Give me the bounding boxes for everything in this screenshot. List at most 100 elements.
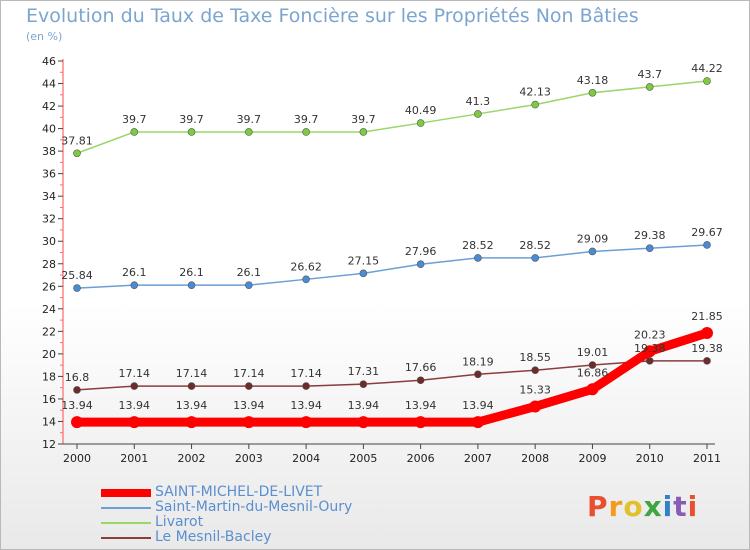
- data-label: 13.94: [462, 399, 494, 412]
- data-label: 13.94: [119, 399, 151, 412]
- data-point: [359, 380, 368, 388]
- data-label: 27.96: [405, 245, 437, 258]
- data-point: [529, 400, 542, 413]
- y-tick-label: 34: [42, 190, 56, 203]
- y-tick-label: 40: [42, 123, 56, 136]
- data-point: [531, 254, 539, 262]
- series-line: [72, 328, 712, 427]
- logo-letter: i: [662, 490, 674, 523]
- data-label: 18.55: [519, 351, 551, 364]
- data-point: [588, 361, 597, 369]
- logo-letter: P: [587, 490, 609, 523]
- series-line: [76, 80, 708, 155]
- x-tick-label: 2009: [578, 452, 606, 465]
- legend-item: Saint-Martin-du-Mesnil-Oury: [101, 500, 352, 515]
- data-point: [73, 284, 81, 292]
- data-point: [130, 281, 139, 289]
- data-point: [586, 383, 599, 396]
- data-point: [416, 260, 425, 269]
- data-point: [73, 386, 81, 394]
- data-point: [357, 416, 370, 429]
- y-tick-label: 36: [42, 168, 56, 181]
- legend: SAINT-MICHEL-DE-LIVET Saint-Martin-du-Mes…: [101, 485, 352, 545]
- data-point: [645, 83, 654, 91]
- y-tick-label: 20: [42, 348, 56, 361]
- data-label: 44.22: [691, 62, 723, 75]
- legend-label: Saint-Martin-du-Mesnil-Oury: [155, 499, 353, 515]
- y-tick-label: 18: [42, 370, 56, 383]
- data-label: 13.94: [61, 399, 93, 412]
- logo-letter: t: [673, 490, 688, 523]
- data-point: [187, 128, 196, 136]
- legend-swatch: [101, 506, 151, 509]
- data-point: [130, 382, 139, 390]
- data-label: 41.3: [466, 95, 491, 108]
- legend-item: Livarot: [101, 515, 352, 530]
- data-label: 39.7: [351, 113, 376, 126]
- data-label: 18.19: [462, 355, 494, 368]
- data-label: 28.52: [519, 239, 551, 252]
- y-tick-label: 32: [42, 213, 56, 226]
- data-point: [531, 366, 539, 375]
- data-label: 13.94: [233, 399, 265, 412]
- data-label: 16.86: [577, 366, 609, 379]
- x-tick-label: 2002: [178, 452, 206, 465]
- logo-letter: x: [643, 490, 663, 523]
- y-tick-label: 26: [42, 280, 56, 293]
- data-point: [416, 376, 425, 385]
- data-label: 17.14: [233, 367, 265, 380]
- data-point: [359, 269, 368, 278]
- data-point: [302, 275, 310, 284]
- data-label: 17.14: [290, 367, 322, 380]
- y-tick-label: 12: [42, 438, 56, 451]
- y-tick-label: 28: [42, 258, 56, 271]
- data-point: [187, 281, 196, 289]
- legend-item: SAINT-MICHEL-DE-LIVET: [101, 485, 352, 500]
- data-label: 26.1: [237, 266, 262, 279]
- data-point: [359, 128, 368, 136]
- y-tick-label: 42: [42, 100, 56, 113]
- legend-label: Livarot: [155, 514, 204, 530]
- logo-letter: i: [687, 490, 699, 523]
- data-label: 17.14: [119, 367, 151, 380]
- data-label: 42.13: [519, 86, 551, 99]
- data-label: 25.84: [61, 269, 93, 282]
- chart-title: Evolution du Taux de Taxe Foncière sur l…: [26, 5, 639, 27]
- data-label: 29.67: [691, 226, 723, 239]
- data-label: 29.09: [577, 232, 609, 245]
- x-tick-label: 2007: [464, 452, 492, 465]
- data-point: [302, 382, 310, 390]
- data-label: 37.81: [61, 134, 93, 147]
- data-point: [128, 416, 141, 429]
- x-tick-label: 2008: [521, 452, 549, 465]
- y-tick-label: 24: [42, 303, 56, 316]
- legend-swatch: [101, 488, 151, 497]
- x-tick-label: 2001: [120, 452, 148, 465]
- x-tick-label: 2000: [63, 452, 91, 465]
- data-label: 29.38: [634, 229, 666, 242]
- legend-label: Le Mesnil-Bacley: [155, 529, 272, 545]
- data-point: [300, 416, 313, 429]
- y-tick-label: 46: [42, 55, 56, 68]
- data-label: 39.7: [122, 113, 147, 126]
- logo-letter: r: [608, 490, 624, 523]
- data-point: [130, 128, 139, 136]
- y-tick-label: 38: [42, 145, 56, 158]
- data-label: 26.1: [122, 266, 147, 279]
- x-tick-label: 2011: [693, 452, 721, 465]
- legend-swatch: [101, 521, 151, 524]
- data-label: 19.38: [634, 342, 666, 355]
- legend-item: Le Mesnil-Bacley: [101, 530, 352, 545]
- data-point: [703, 77, 711, 85]
- data-point: [474, 370, 482, 379]
- data-point: [588, 247, 597, 256]
- data-label: 40.49: [405, 104, 437, 117]
- data-label: 13.94: [405, 399, 437, 412]
- data-point: [531, 100, 539, 109]
- y-tick-label: 44: [42, 78, 56, 91]
- data-point: [73, 149, 81, 158]
- data-label: 17.66: [405, 361, 437, 374]
- data-label: 19.01: [577, 346, 609, 359]
